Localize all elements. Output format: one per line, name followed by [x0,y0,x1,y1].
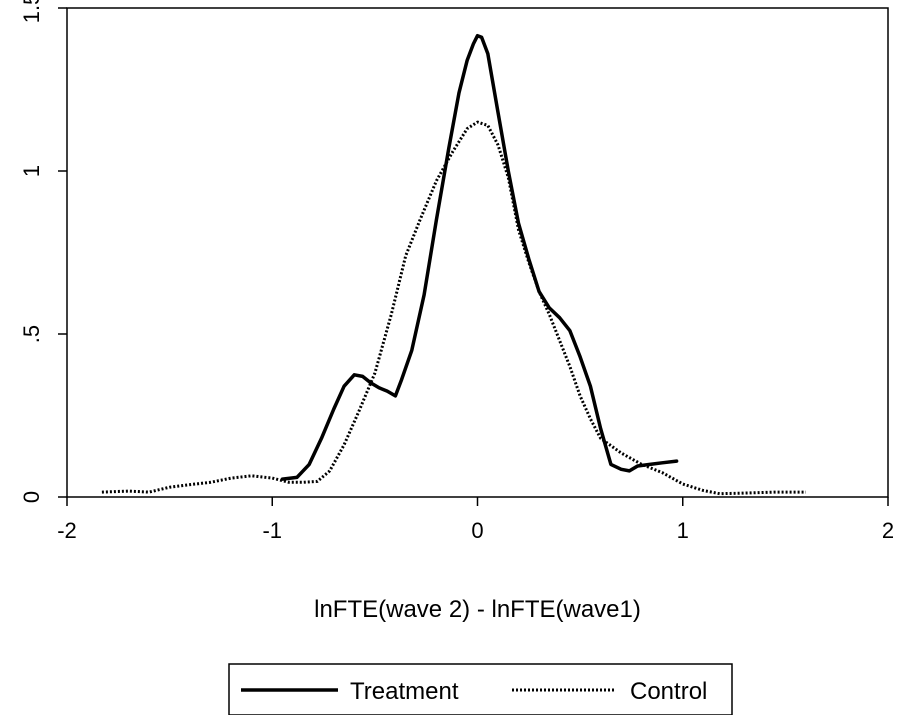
y-tick-label: 1.5 [19,0,44,23]
legend-label-control: Control [630,678,707,705]
x-tick-label: 0 [471,518,483,543]
series-layer [101,33,806,496]
y-tick-label: 1 [19,165,44,177]
x-tick-label: -2 [57,518,77,543]
y-tick-label: 0 [19,491,44,503]
x-axis: -2 -1 0 1 2 [57,497,894,543]
legend: Treatment Control [228,663,733,715]
x-tick-label: -1 [262,518,282,543]
legend-label-treatment: Treatment [350,678,459,705]
x-tick-label: 1 [677,518,689,543]
x-axis-title: lnFTE(wave 2) - lnFTE(wave1) [314,596,641,623]
y-axis: 0 .5 1 1.5 [19,0,67,503]
x-tick-label: 2 [882,518,894,543]
y-tick-label: .5 [19,325,44,343]
